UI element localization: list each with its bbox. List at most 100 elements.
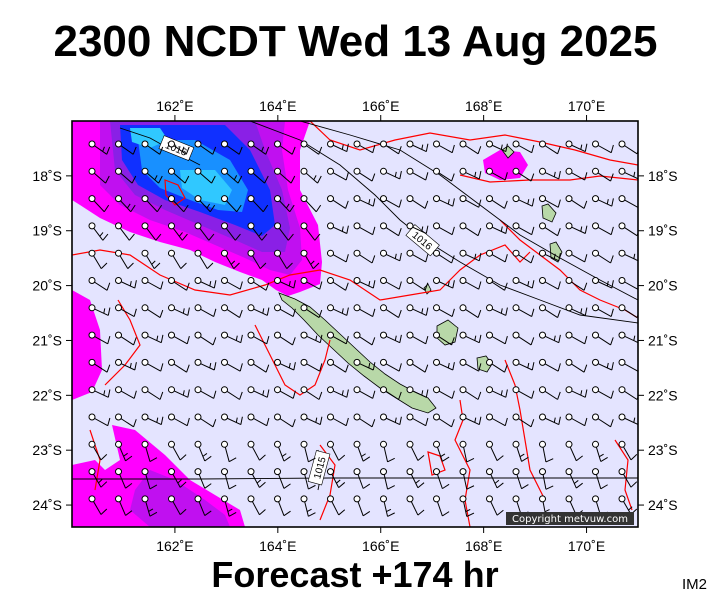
wind-barb bbox=[168, 358, 190, 373]
wind-barb bbox=[300, 167, 322, 184]
wind-barb bbox=[88, 413, 111, 427]
wind-barb bbox=[300, 468, 316, 490]
wind-barb bbox=[221, 386, 243, 400]
map-frame bbox=[71, 120, 639, 528]
wind-barb bbox=[380, 413, 402, 426]
wind-barb bbox=[539, 277, 561, 290]
wind-barb bbox=[300, 195, 322, 213]
wind-barb bbox=[380, 495, 395, 517]
lat-tick-label-right: 22˚S bbox=[648, 387, 678, 403]
wind-barb bbox=[459, 195, 482, 208]
wind-barb bbox=[565, 304, 588, 316]
wind-barb bbox=[486, 440, 504, 462]
wind-barb bbox=[512, 167, 535, 182]
wind-barb bbox=[141, 277, 164, 290]
wind-barb bbox=[565, 331, 588, 345]
copyright-box: Copyright metvuw.com bbox=[506, 512, 634, 525]
lon-tick-label-bottom: 166˚E bbox=[362, 538, 399, 554]
wind-barb bbox=[433, 468, 450, 490]
wind-barb bbox=[459, 167, 482, 180]
wind-barb bbox=[618, 195, 638, 208]
lat-tick-label-left: 23˚S bbox=[32, 442, 62, 458]
wind-barb bbox=[592, 249, 614, 264]
wind-barb bbox=[327, 277, 349, 291]
wind-barb bbox=[406, 440, 425, 461]
wind-barb bbox=[592, 277, 614, 289]
wind-barb bbox=[327, 386, 349, 398]
wind-barb bbox=[459, 358, 482, 372]
wind-barb bbox=[565, 249, 588, 263]
wind-barb bbox=[247, 413, 270, 427]
wind-barb bbox=[141, 304, 164, 319]
wind-barb bbox=[88, 331, 111, 345]
wind-barb bbox=[300, 277, 323, 290]
wind-barb bbox=[486, 331, 508, 345]
lat-tick-label-right: 18˚S bbox=[648, 168, 678, 184]
wind-barb bbox=[274, 495, 291, 517]
wind-barb bbox=[512, 331, 535, 346]
wind-barb bbox=[433, 249, 455, 264]
island-vanuatu-small bbox=[501, 145, 515, 159]
wind-barb bbox=[194, 167, 216, 184]
wind-barb bbox=[353, 495, 371, 517]
wind-barb bbox=[194, 440, 212, 462]
wind-barb bbox=[221, 331, 243, 344]
wind-barb bbox=[486, 358, 508, 373]
wind-barb bbox=[459, 440, 475, 463]
wind-barb bbox=[406, 386, 429, 398]
wind-barb bbox=[353, 440, 371, 462]
wind-barb bbox=[512, 140, 535, 154]
wind-barb bbox=[565, 277, 588, 291]
wind-barb bbox=[247, 358, 270, 373]
lat-tick-label-right: 24˚S bbox=[648, 497, 678, 513]
wind-barb bbox=[194, 468, 212, 489]
wind-barb bbox=[221, 167, 243, 184]
wind-barb bbox=[406, 167, 429, 181]
wind-barb bbox=[459, 222, 482, 237]
wind-barb bbox=[221, 358, 243, 372]
lon-tick-label-bottom: 170˚E bbox=[568, 538, 605, 554]
wind-barb bbox=[486, 468, 504, 489]
wind-barb bbox=[539, 440, 554, 463]
wind-barb bbox=[539, 331, 561, 344]
lat-tick-label-right: 20˚S bbox=[648, 278, 678, 294]
wind-barb bbox=[168, 413, 190, 427]
wind-barb bbox=[88, 386, 111, 398]
wind-barb bbox=[247, 304, 270, 316]
wind-barb bbox=[539, 249, 561, 262]
wind-barb bbox=[459, 413, 482, 426]
wind-barb bbox=[221, 140, 243, 155]
wind-barb bbox=[115, 331, 137, 346]
islands bbox=[278, 145, 563, 414]
wind-barb bbox=[194, 277, 217, 289]
wind-barb bbox=[433, 358, 455, 371]
wind-barb bbox=[618, 331, 638, 344]
wind-barb bbox=[353, 249, 376, 264]
wind-barb bbox=[247, 495, 266, 516]
wind-barb bbox=[486, 222, 508, 234]
wind-barb bbox=[115, 249, 134, 269]
image-id-label: IM2 bbox=[682, 576, 708, 593]
wind-barb bbox=[433, 386, 455, 399]
wind-barb bbox=[247, 249, 267, 269]
wind-barb bbox=[168, 495, 187, 516]
wind-barb bbox=[300, 249, 320, 269]
wind-barb bbox=[512, 222, 535, 236]
wind-barb bbox=[221, 413, 243, 426]
wind-barb bbox=[327, 249, 349, 263]
wind-barb bbox=[512, 386, 535, 399]
lat-tick-label-right: 23˚S bbox=[648, 442, 678, 458]
wind-barb bbox=[274, 358, 296, 371]
wind-barb bbox=[486, 277, 508, 291]
wind-barb bbox=[247, 167, 269, 184]
wind-barb bbox=[221, 304, 243, 319]
wind-barb bbox=[618, 468, 638, 488]
wind-barb bbox=[141, 413, 164, 426]
wind-barb bbox=[300, 440, 316, 463]
wind-barb bbox=[433, 440, 450, 462]
wind-barb bbox=[221, 468, 237, 490]
wind-barb bbox=[539, 222, 561, 237]
wind-barb bbox=[565, 140, 588, 153]
wind-barb bbox=[300, 222, 321, 241]
wind-barb bbox=[247, 195, 269, 213]
